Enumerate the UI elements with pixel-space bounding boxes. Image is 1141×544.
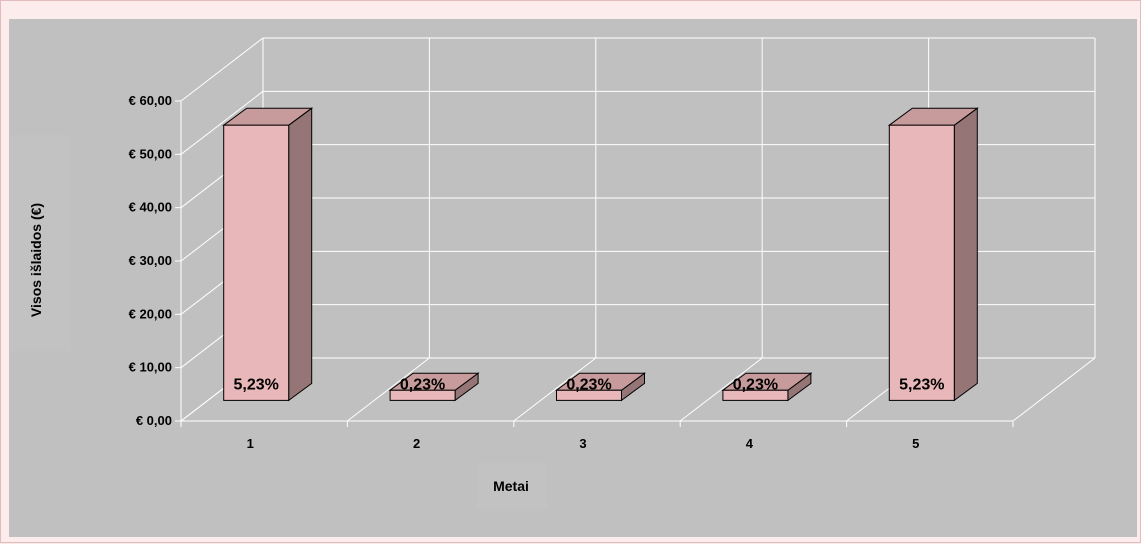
y-tick-label: € 20,00 <box>129 306 172 321</box>
gridline-floor <box>513 357 597 422</box>
y-tick-label: € 40,00 <box>129 200 172 215</box>
gridline-side <box>180 90 264 155</box>
gridline-side <box>180 37 264 102</box>
bar-3 <box>554 372 647 402</box>
bar-5 <box>887 107 979 402</box>
bar-side <box>288 107 313 402</box>
bars <box>222 107 979 402</box>
data-label: 5,23% <box>234 376 279 393</box>
labels: 5,23% 0,23% 0,23% 0,23% 5,23% <box>234 376 945 393</box>
bar-front <box>556 389 622 401</box>
bar-front <box>722 389 789 401</box>
x-tick-label: 3 <box>579 436 586 451</box>
bar-front <box>888 124 955 401</box>
data-label: 0,23% <box>733 376 778 393</box>
bar-1 <box>222 107 314 402</box>
x-axis-title: Metai <box>493 478 529 494</box>
y-tick-label: € 50,00 <box>129 146 172 161</box>
x-axis-title-box <box>477 463 547 509</box>
data-label: 0,23% <box>566 376 611 393</box>
axes: € 0,00 € 10,00 € 20,00 € 30,00 € 40,00 € 50,0… <box>129 93 1014 451</box>
y-axis-title-box <box>9 135 71 351</box>
y-tick-label: € 0,00 <box>136 413 172 428</box>
x-tick-label: 2 <box>413 436 420 451</box>
y-tick-label: € 30,00 <box>129 253 172 268</box>
y-axis-title: Visos išlaidos (€) <box>28 203 44 317</box>
bar-front <box>223 124 290 401</box>
y-tick-label: € 10,00 <box>129 360 172 375</box>
gridline-floor <box>1012 357 1096 422</box>
bar-4 <box>721 372 813 402</box>
gridline-floor <box>347 357 430 422</box>
gridline-floor <box>679 357 763 422</box>
bar-front <box>389 389 456 401</box>
x-tick-label: 1 <box>247 436 254 451</box>
y-tick-label: € 60,00 <box>129 93 172 108</box>
data-label: 5,23% <box>899 376 944 393</box>
bar-side <box>953 107 978 402</box>
bar-2 <box>388 372 480 402</box>
data-label: 0,23% <box>400 376 445 393</box>
x-tick-label: 5 <box>912 436 919 451</box>
x-tick-label: 4 <box>746 436 754 451</box>
